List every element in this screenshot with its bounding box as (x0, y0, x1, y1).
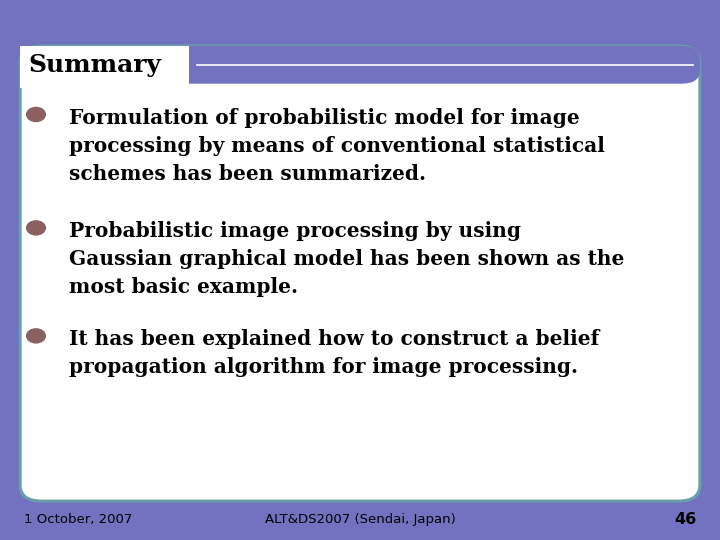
FancyBboxPatch shape (20, 46, 189, 88)
Text: Formulation of probabilistic model for image
processing by means of conventional: Formulation of probabilistic model for i… (69, 108, 605, 184)
Text: Summary: Summary (29, 53, 162, 77)
Text: ALT&DS2007 (Sendai, Japan): ALT&DS2007 (Sendai, Japan) (265, 513, 455, 526)
Circle shape (27, 329, 45, 343)
Text: 1 October, 2007: 1 October, 2007 (24, 513, 132, 526)
Text: 46: 46 (674, 512, 696, 527)
FancyBboxPatch shape (20, 46, 700, 501)
Circle shape (27, 221, 45, 235)
Text: Probabilistic image processing by using
Gaussian graphical model has been shown : Probabilistic image processing by using … (69, 221, 624, 298)
FancyBboxPatch shape (20, 46, 700, 84)
Text: It has been explained how to construct a belief
propagation algorithm for image : It has been explained how to construct a… (69, 329, 599, 377)
Circle shape (27, 107, 45, 122)
